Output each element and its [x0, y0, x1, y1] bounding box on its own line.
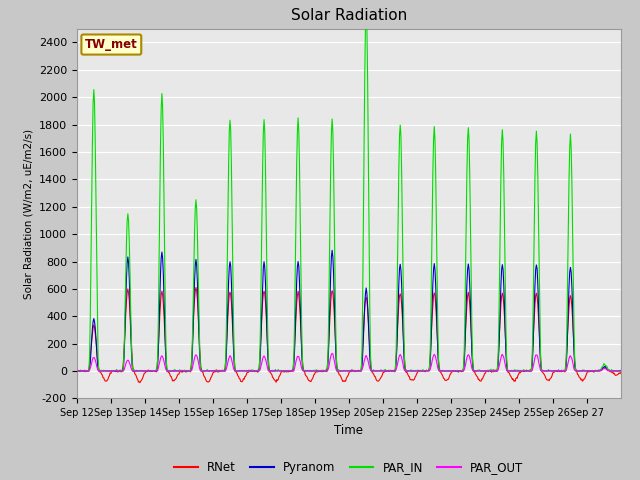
RNet: [136, 380, 144, 385]
PAR_OUT: [406, 368, 414, 373]
Line: PAR_IN: PAR_IN: [77, 9, 621, 371]
Line: RNet: RNet: [77, 288, 621, 383]
PAR_OUT: [138, 368, 145, 373]
Pyranom: [617, 368, 625, 373]
Pyranom: [328, 248, 336, 253]
RNet: [192, 285, 200, 290]
PAR_OUT: [73, 368, 81, 373]
PAR_IN: [237, 368, 245, 374]
Title: Solar Radiation: Solar Radiation: [291, 9, 407, 24]
RNet: [238, 379, 246, 384]
Pyranom: [237, 368, 244, 373]
RNet: [285, 368, 293, 374]
PAR_IN: [437, 368, 445, 374]
PAR_OUT: [285, 368, 292, 373]
Pyranom: [406, 368, 413, 373]
Text: TW_met: TW_met: [85, 38, 138, 51]
Pyranom: [436, 368, 444, 374]
PAR_IN: [406, 368, 414, 374]
PAR_OUT: [264, 368, 272, 373]
PAR_IN: [138, 368, 145, 374]
PAR_OUT: [328, 350, 336, 356]
PAR_OUT: [74, 368, 81, 374]
PAR_IN: [264, 356, 272, 361]
Line: Pyranom: Pyranom: [77, 251, 621, 371]
RNet: [265, 365, 273, 371]
PAR_IN: [74, 368, 82, 374]
PAR_OUT: [437, 368, 445, 374]
Pyranom: [284, 368, 292, 373]
PAR_IN: [73, 367, 81, 373]
Pyranom: [264, 347, 271, 353]
PAR_IN: [285, 368, 292, 373]
PAR_OUT: [617, 368, 625, 374]
PAR_IN: [617, 368, 625, 374]
RNet: [437, 370, 445, 375]
PAR_OUT: [237, 368, 245, 373]
PAR_IN: [362, 6, 370, 12]
RNet: [73, 367, 81, 372]
Y-axis label: Solar Radiation (W/m2, uE/m2/s): Solar Radiation (W/m2, uE/m2/s): [23, 129, 33, 299]
Legend: RNet, Pyranom, PAR_IN, PAR_OUT: RNet, Pyranom, PAR_IN, PAR_OUT: [169, 456, 529, 479]
Line: PAR_OUT: PAR_OUT: [77, 353, 621, 371]
RNet: [617, 370, 625, 375]
Pyranom: [137, 368, 145, 373]
Pyranom: [73, 368, 81, 374]
RNet: [406, 377, 414, 383]
RNet: [138, 377, 145, 383]
X-axis label: Time: Time: [334, 424, 364, 437]
